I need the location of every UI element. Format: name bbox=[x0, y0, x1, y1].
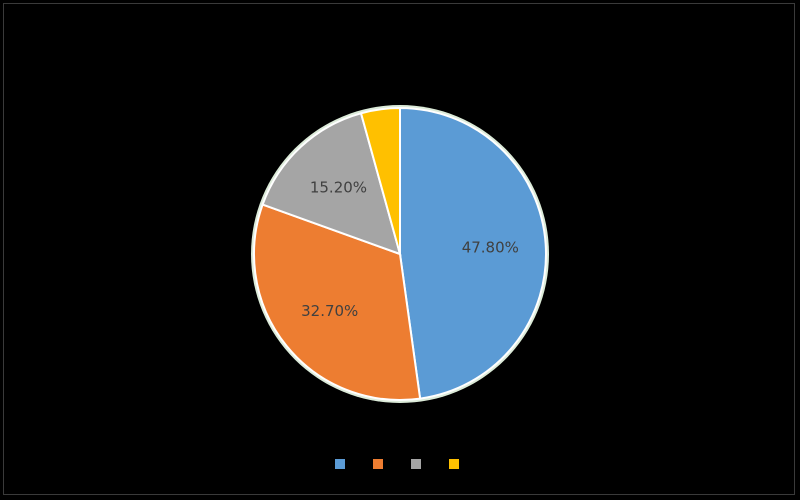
data-label-1: 47.80% bbox=[462, 239, 519, 257]
legend-swatch-1 bbox=[335, 459, 345, 469]
legend-item-1 bbox=[335, 459, 351, 469]
pie-slice-4 bbox=[359, 106, 401, 255]
legend-swatch-2 bbox=[373, 459, 383, 469]
legend-swatch-3 bbox=[411, 459, 421, 469]
data-label-3: 15.20% bbox=[310, 179, 367, 197]
legend-item-3 bbox=[411, 459, 427, 469]
pie-slice-3 bbox=[261, 112, 402, 256]
chart-frame bbox=[3, 3, 795, 495]
data-label-2: 32.70% bbox=[301, 302, 358, 320]
legend-item-2 bbox=[373, 459, 389, 469]
legend-item-4 bbox=[449, 459, 465, 469]
pie-slice-1 bbox=[399, 106, 547, 400]
legend bbox=[0, 452, 800, 476]
pie-slice-2 bbox=[253, 203, 422, 401]
legend-swatch-4 bbox=[449, 459, 459, 469]
